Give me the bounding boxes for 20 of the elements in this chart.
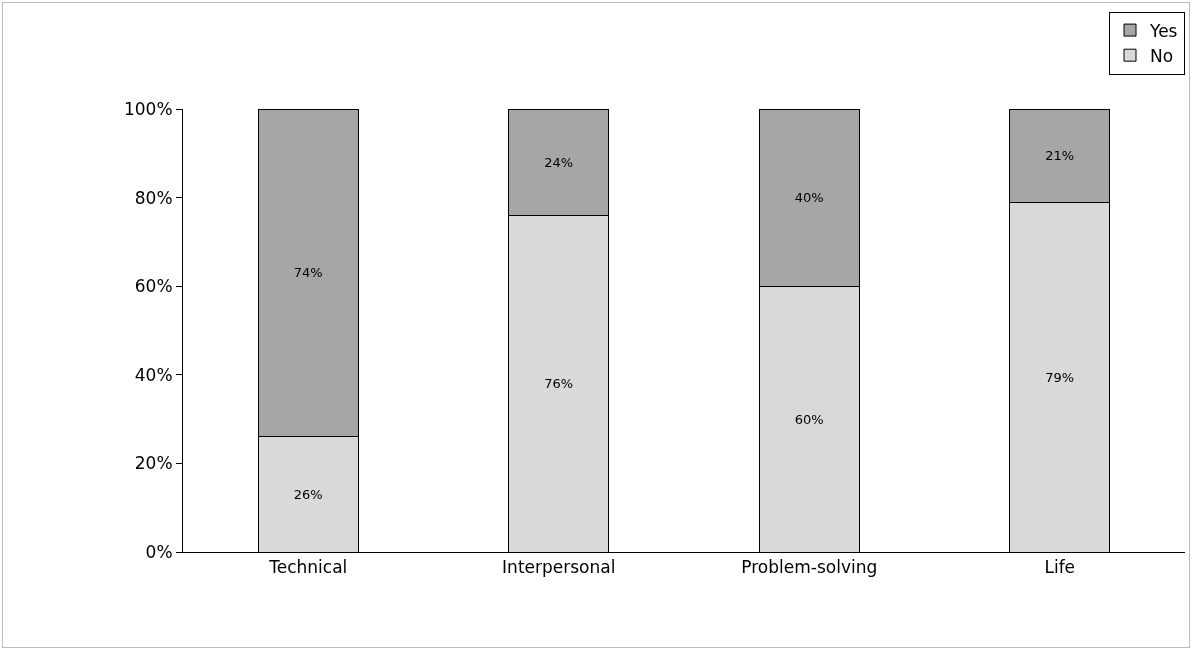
y-tick-label: 100% <box>123 98 173 119</box>
legend-label: Yes <box>1149 20 1178 41</box>
x-tick-label: Technical <box>268 557 348 578</box>
data-label: 76% <box>544 376 574 392</box>
data-label: 40% <box>794 190 824 206</box>
y-tick-label: 60% <box>134 276 173 297</box>
y-tick-label: 40% <box>134 364 173 385</box>
x-tick-label: Life <box>1044 557 1076 578</box>
x-tick-label: Interpersonal <box>502 557 616 578</box>
y-tick-label: 20% <box>134 453 173 474</box>
legend-label: No <box>1150 45 1174 66</box>
y-tick-label: 80% <box>134 187 173 208</box>
data-label: 79% <box>1045 369 1075 385</box>
y-tick-label: 0% <box>145 541 173 562</box>
data-label: 21% <box>1045 148 1075 164</box>
data-label: 26% <box>293 486 323 502</box>
x-tick-label: Problem-solving <box>741 557 878 578</box>
data-label: 60% <box>794 411 824 427</box>
data-label: 74% <box>293 265 323 281</box>
data-label: 24% <box>544 154 574 170</box>
